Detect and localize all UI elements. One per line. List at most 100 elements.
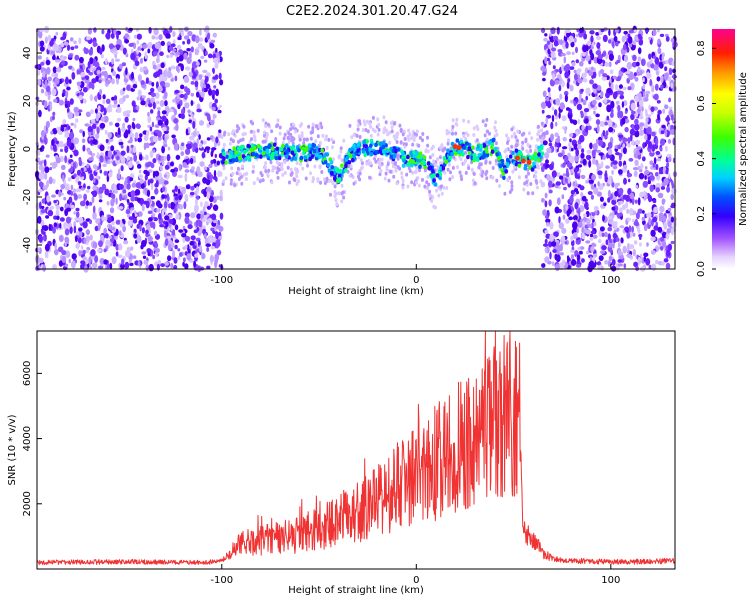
spectrogram-trace-halo — [364, 128, 368, 132]
spectrogram-noise-dot — [101, 29, 105, 35]
spectrogram-noise-dot — [95, 95, 98, 103]
spectrogram-noise-dot — [574, 202, 579, 210]
spectrogram-trace-halo — [327, 137, 331, 142]
spectrogram-noise-dot — [542, 135, 545, 141]
spectrogram-noise-dot — [165, 221, 169, 228]
spectrogram-trace-halo — [362, 119, 366, 124]
spectrogram-noise-dot — [667, 139, 672, 144]
spectrogram-trace-halo — [404, 142, 408, 147]
x-tick-label: 0 — [413, 575, 419, 586]
spectrogram-noise-dot — [64, 133, 69, 138]
spectrogram-noise-dot — [630, 102, 636, 111]
spectrogram-trace-halo — [490, 175, 494, 180]
spectrogram-noise-dot — [169, 54, 173, 58]
spectrogram-trace-halo — [484, 172, 488, 176]
spectrogram-trace-halo — [456, 165, 459, 170]
spectrogram-noise-dot — [197, 42, 203, 49]
spectrogram-noise-dot — [568, 35, 574, 43]
spectrogram-trace-halo — [424, 149, 428, 154]
spectrogram-noise-dot — [212, 204, 219, 211]
spectrogram-noise-dot — [616, 212, 621, 218]
spectrogram-noise-dot — [545, 218, 551, 223]
spectrogram-noise-dot — [54, 59, 61, 63]
spectrogram-trace-cell — [508, 154, 513, 159]
spectrogram-noise-dot — [93, 27, 97, 33]
spectrogram-trace-halo — [382, 130, 386, 135]
spectrogram-noise-dot — [573, 69, 577, 74]
spectrogram-trace-cell — [497, 156, 501, 161]
spectrogram-noise-dot — [212, 114, 217, 119]
spectrogram-noise-dot — [612, 91, 618, 100]
spectrogram-noise-dot — [610, 100, 615, 109]
spectrogram-noise-dot — [208, 235, 213, 244]
spectrogram-noise-dot — [665, 36, 670, 42]
spectrogram-trace-halo — [411, 170, 415, 175]
spectrogram-noise-dot — [53, 98, 58, 103]
spectrogram-noise-dot — [617, 144, 622, 150]
spectrogram-noise-dot — [175, 154, 181, 160]
spectrogram-noise-dot — [653, 64, 659, 71]
spectrogram-noise-dot — [210, 245, 216, 250]
spectrogram-noise-dot — [646, 71, 650, 80]
spectrogram-noise-dot — [130, 196, 136, 202]
spectrogram-noise-dot — [650, 106, 655, 112]
spectrogram-noise-dot — [577, 78, 583, 84]
spectrogram-noise-dot — [52, 226, 56, 234]
spectrogram-noise-dot — [190, 185, 195, 191]
spectrogram-noise-dot — [555, 121, 558, 127]
spectrogram-noise-dot — [196, 227, 200, 232]
spectrogram-noise-dot — [80, 260, 86, 265]
snr-x-label: Height of straight line (km) — [288, 585, 424, 596]
spectrogram-trace-cell — [348, 147, 352, 153]
spectrogram-noise-dot — [115, 244, 120, 251]
spectrogram-noise-dot — [87, 61, 91, 69]
spectrogram-trace-cell — [467, 146, 472, 151]
spectrogram-noise-dot — [156, 100, 160, 105]
spectrogram-trace-halo — [385, 128, 389, 133]
spectrogram-noise-dot — [60, 124, 64, 129]
spectrogram-trace-cell — [495, 152, 499, 157]
spectrogram-noise-dot — [184, 212, 190, 218]
spectrogram-noise-dot — [189, 135, 195, 141]
spectrogram-trace-cell — [502, 175, 506, 180]
spectrogram-noise-dot — [213, 169, 217, 178]
spectrogram-noise-dot — [585, 154, 592, 161]
spectrogram-noise-dot — [91, 123, 97, 129]
spectrogram-trace-halo — [348, 173, 352, 178]
spectrogram-trace-halo — [475, 138, 479, 143]
spectrogram-noise-dot — [88, 256, 92, 265]
snr-series-line — [36, 331, 676, 566]
spectrogram-noise-dot — [170, 161, 174, 167]
spectrogram-trace-halo — [261, 139, 265, 144]
spectrogram-trace-cell — [290, 145, 294, 151]
spectrogram-trace-cell — [532, 161, 536, 166]
spectrogram-noise-dot — [556, 197, 561, 206]
spectrogram-noise-dot — [153, 72, 159, 78]
spectrogram-trace-cell — [325, 152, 330, 157]
spectrogram-noise-dot — [126, 113, 130, 118]
y-tick-label: 20 — [22, 95, 33, 108]
spectrogram-trace-halo — [505, 154, 509, 159]
spectrogram-hotspot — [514, 155, 520, 161]
spectrogram-noise-dot — [80, 263, 85, 270]
spectrogram-noise-dot — [137, 197, 141, 203]
spectrogram-trace-halo — [271, 168, 275, 173]
spectrogram-trace-halo — [250, 137, 253, 142]
spectrogram-noise-dot — [611, 220, 616, 227]
spectrogram-trace-halo — [516, 129, 520, 134]
spectrogram-trace-cell — [364, 144, 369, 149]
spectrogram-noise-dot — [218, 264, 222, 268]
spectrogram-trace-halo — [265, 132, 269, 137]
spectrogram-noise-dot — [92, 185, 97, 191]
spectrogram-noise-dot — [649, 78, 653, 87]
spectrogram-noise-dot — [196, 75, 200, 81]
spectrogram-noise-dot — [577, 164, 583, 168]
spectrogram-noise-dot — [619, 207, 623, 214]
spectrogram-noise-dot — [593, 205, 599, 211]
spectrogram-trace-halo — [538, 135, 542, 139]
spectrogram-trace-cell — [475, 157, 480, 162]
spectrogram-noise-dot — [99, 144, 105, 152]
spectrogram-noise-dot — [42, 235, 46, 241]
spectrogram-noise-dot — [200, 201, 203, 208]
spectrogram-noise-dot — [611, 170, 614, 175]
